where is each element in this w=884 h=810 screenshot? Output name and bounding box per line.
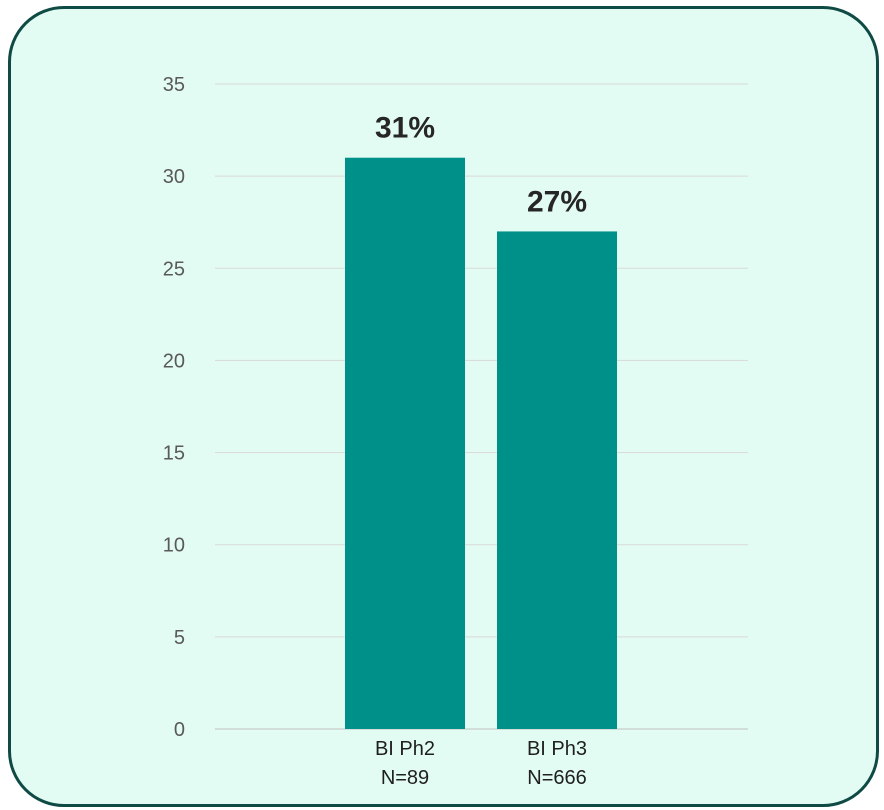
y-tick-label: 35 bbox=[163, 74, 185, 96]
x-tick-label: BI Ph2 N=89 bbox=[375, 738, 435, 789]
x-tick-label-line: BI Ph2 bbox=[375, 738, 435, 760]
x-axis: BI Ph2 N=89 BI Ph3 N=666 bbox=[375, 738, 587, 789]
x-tick-label-line: N=89 bbox=[381, 767, 429, 789]
data-label: 27% bbox=[527, 185, 587, 218]
y-tick-label: 30 bbox=[163, 166, 185, 188]
data-label: 31% bbox=[375, 112, 435, 145]
gridlines bbox=[215, 83, 748, 730]
y-tick-label: 5 bbox=[174, 627, 185, 649]
y-tick-label: 20 bbox=[163, 350, 185, 372]
bar bbox=[497, 231, 617, 729]
bars bbox=[345, 157, 617, 729]
x-tick-label-line: N=666 bbox=[527, 767, 587, 789]
x-tick-label: BI Ph3 N=666 bbox=[527, 738, 587, 789]
y-tick-label: 10 bbox=[163, 535, 185, 557]
y-tick-label: 0 bbox=[174, 719, 185, 741]
y-tick-label: 15 bbox=[163, 443, 185, 465]
x-tick-label-line: BI Ph3 bbox=[527, 738, 587, 760]
data-labels: 31% 27% bbox=[375, 112, 587, 219]
bar bbox=[345, 157, 465, 729]
y-tick-label: 25 bbox=[163, 258, 185, 280]
y-axis: 0 5 10 15 20 25 30 35 bbox=[163, 74, 185, 741]
